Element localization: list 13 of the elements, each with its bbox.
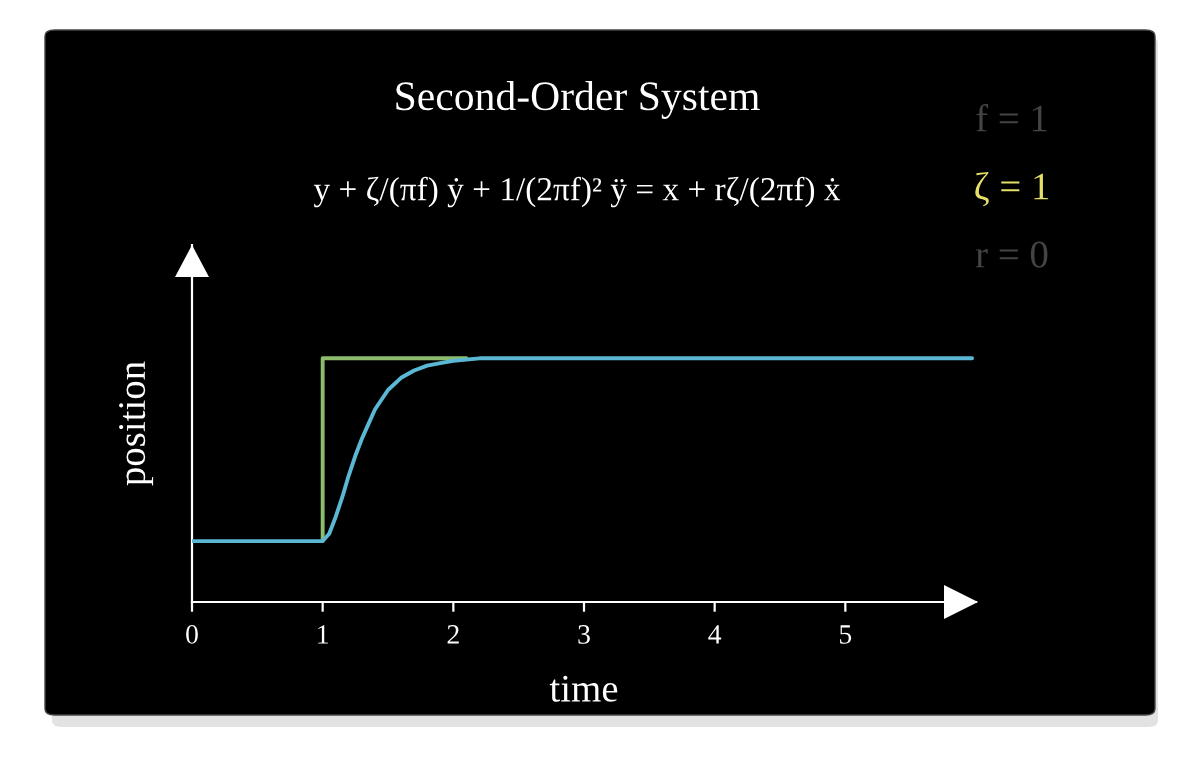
x-axis-title: time xyxy=(549,675,618,702)
y-axis-title: position xyxy=(119,361,154,486)
x-tick-label: 0 xyxy=(186,625,198,644)
text: f = 1 xyxy=(976,103,1047,132)
x-tick-label: 2 xyxy=(447,625,459,644)
x-tick-label: 3 xyxy=(578,625,590,644)
x-tick-label: 1 xyxy=(318,625,328,644)
text: r = 0 xyxy=(975,241,1048,268)
chart-title: Second-Order System xyxy=(396,81,760,119)
x-tick-label: 5 xyxy=(840,625,852,644)
chart-subtitle: y + ζ/(πf) ẏ + 1/(2πf)² ÿ = x + rζ/(2πf) ẋ xyxy=(313,176,841,208)
x-tick-label: 4 xyxy=(708,625,722,644)
text: ζ = 1 xyxy=(975,172,1049,207)
